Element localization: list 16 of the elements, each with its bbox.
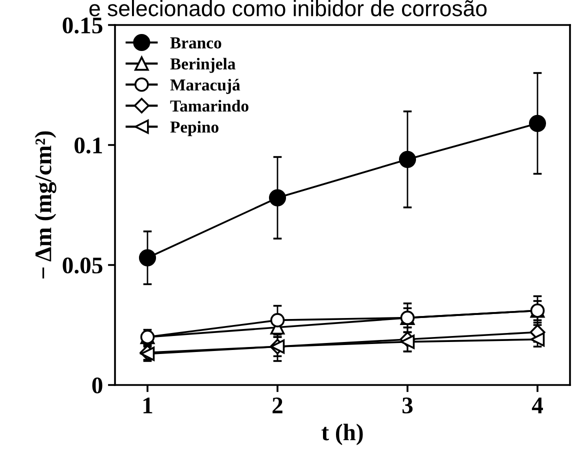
x-tick-label: 3 (402, 398, 413, 414)
x-axis-title: t (h) (322, 424, 363, 446)
legend-label: Berinjela (170, 58, 236, 73)
legend-label: Maracujá (170, 78, 240, 94)
y-tick-label: 0.15 (62, 17, 102, 34)
y-tick-label: 0.05 (62, 257, 102, 274)
x-tick-label: 1 (143, 398, 152, 414)
legend-label: Branco (170, 37, 222, 48)
y-tick-label: 0 (92, 377, 102, 394)
x-tick-label: 4 (532, 398, 543, 414)
x-tick-label: 2 (272, 398, 282, 414)
chart-title: e selecionado como inibidor de corrosão (89, 0, 487, 16)
y-tick-label: 0.1 (74, 137, 102, 154)
y-axis-title: − Δm (mg/cm²) (34, 131, 56, 278)
legend-label: Tamarindo (170, 100, 248, 112)
legend-label: Pepino (170, 120, 218, 136)
